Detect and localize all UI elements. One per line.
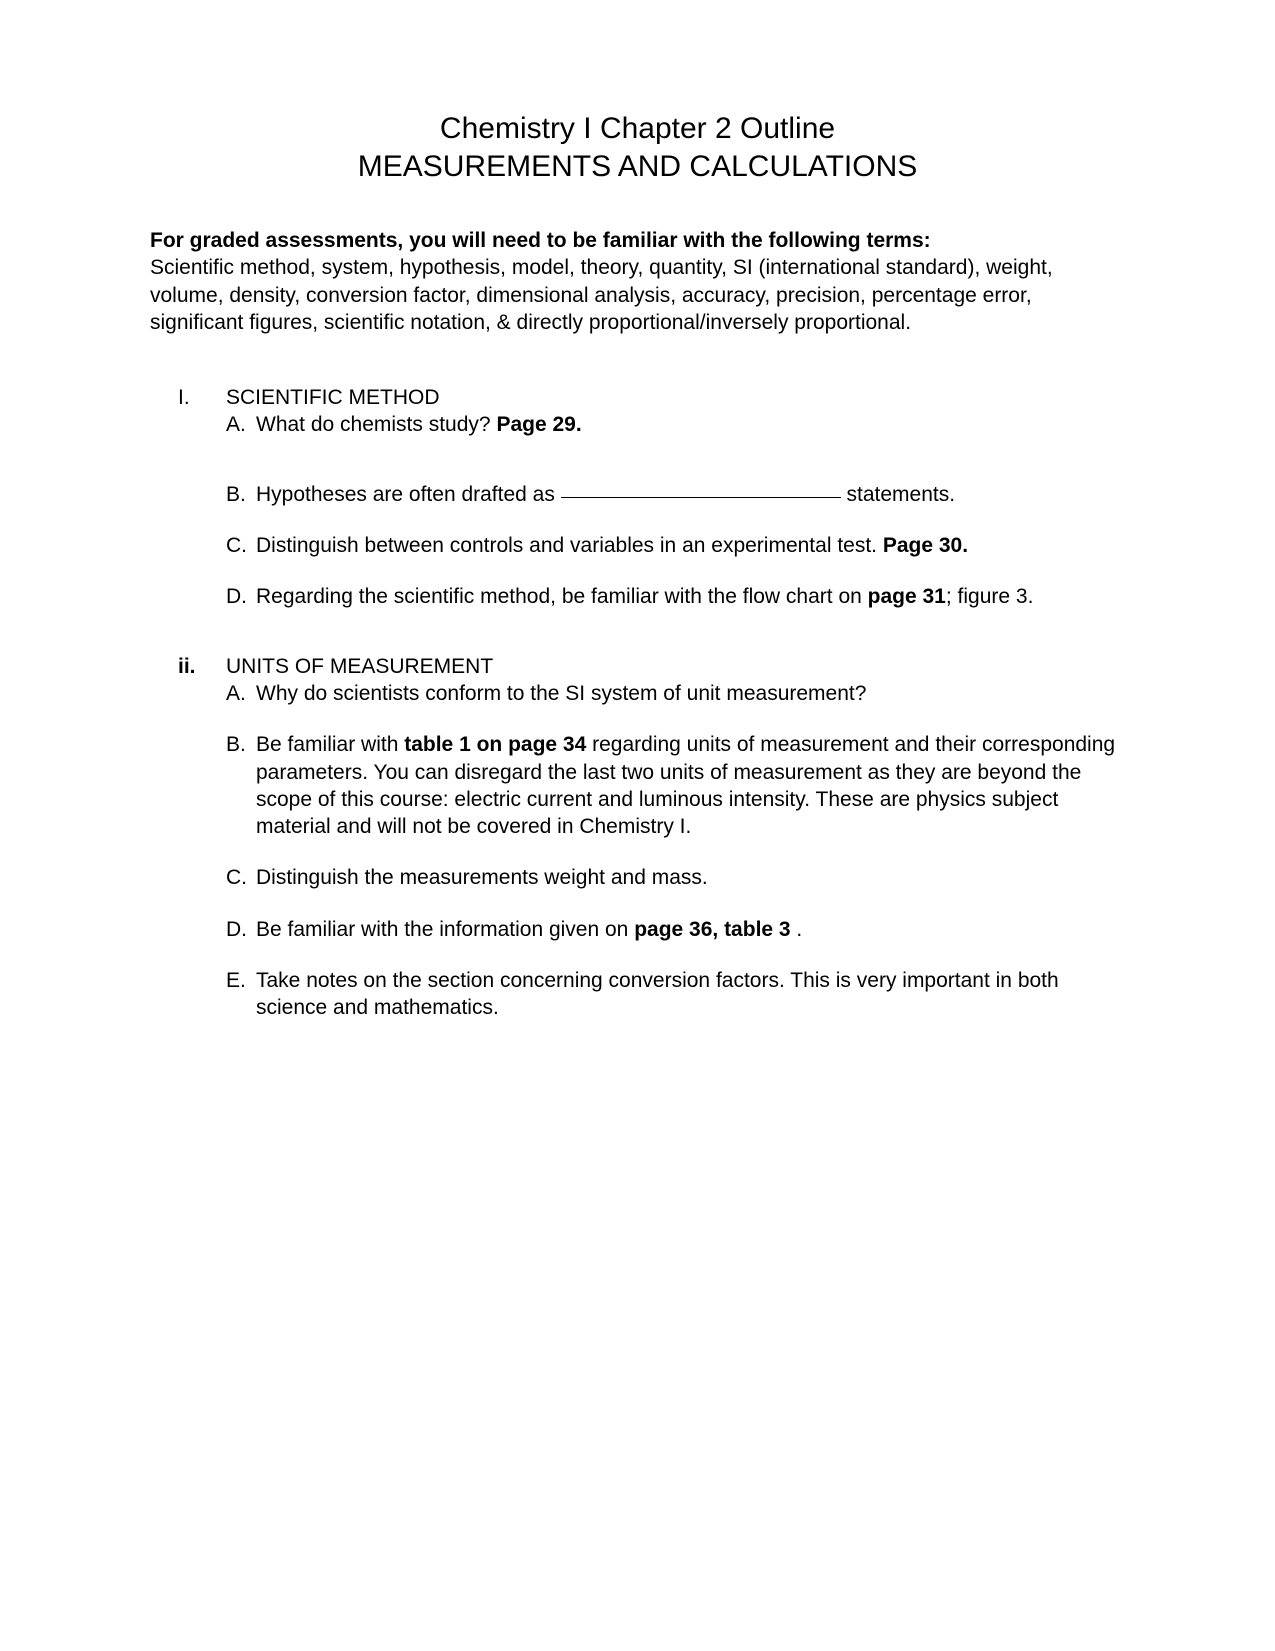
text-ii-D-after: .: [791, 918, 803, 941]
document-title-block: Chemistry I Chapter 2 Outline MEASUREMEN…: [150, 110, 1125, 185]
marker-I-C: C.: [226, 532, 256, 559]
item-ii-B: B. Be familiar with table 1 on page 34 r…: [226, 731, 1125, 840]
section-I-row: I. SCIENTIFIC METHOD A. What do chemists…: [150, 384, 1125, 441]
content-ii-E: Take notes on the section concerning con…: [256, 967, 1125, 1022]
text-ii-B-bold: table 1 on page 34: [404, 733, 586, 756]
content-ii-C: Distinguish the measurements weight and …: [256, 864, 1125, 891]
content-ii-A: Why do scientists conform to the SI syst…: [256, 680, 1125, 707]
marker-ii-A: A.: [226, 680, 256, 707]
item-I-D: D. Regarding the scientific method, be f…: [226, 583, 1125, 610]
text-ii-D-before: Be familiar with the information given o…: [256, 918, 634, 941]
section-ii-title: UNITS OF MEASUREMENT: [226, 653, 1125, 680]
text-I-D-after: ; figure 3.: [946, 585, 1034, 608]
text-I-A-bold: Page 29.: [496, 413, 581, 436]
blank-line-I-B: [561, 497, 841, 498]
roman-marker-I: I.: [150, 384, 226, 441]
intro-heading: For graded assessments, you will need to…: [150, 227, 1125, 254]
content-I-A: What do chemists study? Page 29.: [256, 411, 1125, 438]
text-I-D-bold: page 31: [868, 585, 946, 608]
title-line-1: Chemistry I Chapter 2 Outline: [150, 110, 1125, 148]
section-I-title: SCIENTIFIC METHOD: [226, 384, 1125, 411]
item-I-C: C. Distinguish between controls and vari…: [226, 532, 1125, 559]
text-I-B-after: statements.: [841, 483, 955, 506]
title-line-2: MEASUREMENTS AND CALCULATIONS: [150, 148, 1125, 186]
content-I-D: Regarding the scientific method, be fami…: [256, 583, 1125, 610]
text-I-C-before: Distinguish between controls and variabl…: [256, 534, 883, 557]
roman-marker-ii: ii.: [150, 653, 226, 710]
marker-ii-B: B.: [226, 731, 256, 840]
item-ii-A: A. Why do scientists conform to the SI s…: [226, 680, 1125, 707]
marker-ii-E: E.: [226, 967, 256, 1022]
text-ii-B-before: Be familiar with: [256, 733, 404, 756]
marker-I-B: B.: [226, 481, 256, 508]
item-ii-D: D. Be familiar with the information give…: [226, 916, 1125, 943]
content-ii-D: Be familiar with the information given o…: [256, 916, 1125, 943]
section-I-continued: B. Hypotheses are often drafted as state…: [150, 481, 1125, 611]
marker-I-D: D.: [226, 583, 256, 610]
item-ii-E: E. Take notes on the section concerning …: [226, 967, 1125, 1022]
content-ii-B: Be familiar with table 1 on page 34 rega…: [256, 731, 1125, 840]
text-I-C-bold: Page 30.: [883, 534, 968, 557]
marker-I-A: A.: [226, 411, 256, 438]
section-ii-continued: B. Be familiar with table 1 on page 34 r…: [150, 731, 1125, 1021]
item-I-B: B. Hypotheses are often drafted as state…: [226, 481, 1125, 508]
text-I-B-before: Hypotheses are often drafted as: [256, 483, 561, 506]
outline-section: I. SCIENTIFIC METHOD A. What do chemists…: [150, 384, 1125, 1021]
content-I-C: Distinguish between controls and variabl…: [256, 532, 1125, 559]
text-I-D-before: Regarding the scientific method, be fami…: [256, 585, 868, 608]
content-I-B: Hypotheses are often drafted as statemen…: [256, 481, 1125, 508]
section-ii-row: ii. UNITS OF MEASUREMENT A. Why do scien…: [150, 653, 1125, 710]
item-I-A: A. What do chemists study? Page 29.: [226, 411, 1125, 438]
text-I-A-before: What do chemists study?: [256, 413, 496, 436]
intro-section: For graded assessments, you will need to…: [150, 227, 1125, 336]
item-ii-C: C. Distinguish the measurements weight a…: [226, 864, 1125, 891]
marker-ii-C: C.: [226, 864, 256, 891]
marker-ii-D: D.: [226, 916, 256, 943]
text-ii-D-bold: page 36, table 3: [634, 918, 790, 941]
intro-body: Scientific method, system, hypothesis, m…: [150, 254, 1125, 336]
